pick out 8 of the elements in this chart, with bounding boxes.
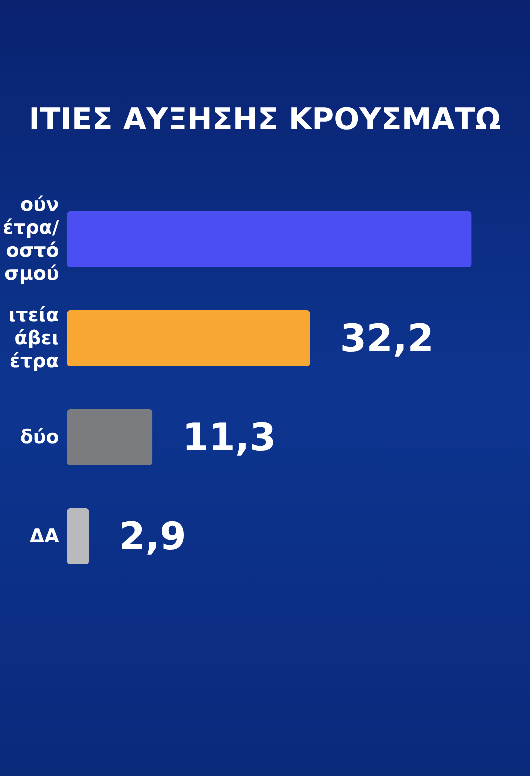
- y-tick-label: ΔΑ: [30, 526, 60, 548]
- y-tick-label: δύο: [20, 426, 60, 448]
- data-label: 11,3: [182, 416, 276, 460]
- y-tick-label: ούν έτρα/ οστό σμού: [3, 194, 60, 285]
- y-tick-label: ιτεία άβει έτρα: [8, 304, 60, 372]
- data-label: 32,2: [340, 316, 434, 360]
- chart-title: ΙΤΙΕΣ ΑΥΞΗΣΗΣ ΚΡΟΥΣΜΑΤΩ: [29, 102, 501, 138]
- data-label: 2,9: [119, 514, 187, 558]
